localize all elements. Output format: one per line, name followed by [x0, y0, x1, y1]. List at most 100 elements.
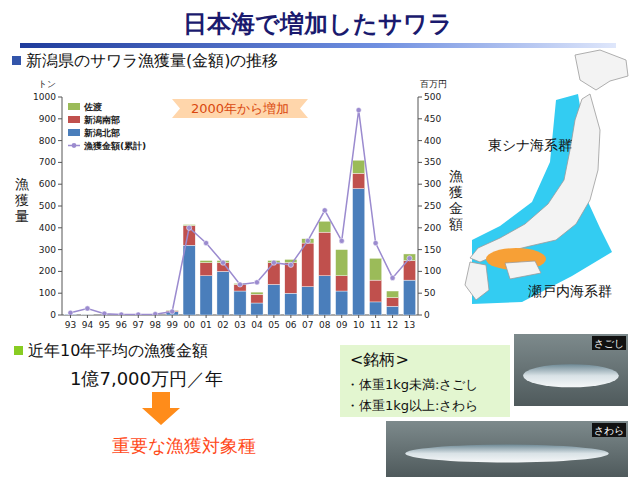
y-tick — [58, 140, 62, 141]
land — [465, 262, 489, 300]
bar — [217, 271, 229, 315]
bar — [81, 314, 93, 315]
y2-tick-label: 450 — [424, 114, 441, 124]
line-marker — [187, 225, 192, 230]
y2-tick-label: 150 — [424, 245, 441, 255]
slide-title: 日本海で増加したサワラ — [183, 10, 453, 38]
map-label: 瀬戸内海系群 — [528, 283, 612, 299]
y-axis-title: 漁獲量 — [15, 176, 29, 224]
y-tick-label: 100 — [39, 288, 56, 298]
x-tick-label: 00 — [183, 320, 195, 330]
line-marker — [237, 282, 242, 287]
x-tick — [121, 315, 122, 318]
y2-tick-label: 250 — [424, 201, 441, 211]
brand-item: ・体重1kg以上:さわら — [346, 398, 478, 413]
land — [505, 261, 541, 279]
x-tick — [155, 315, 156, 318]
legend-label: 新潟南部 — [83, 115, 120, 125]
x-tick — [138, 315, 139, 318]
slide: 日本海で増加したサワラ新潟県のサワラ漁獲量(金額)の推移010020030040… — [0, 0, 636, 483]
line-marker — [271, 260, 276, 265]
y2-tick — [418, 293, 422, 294]
x-tick-label: 09 — [336, 320, 348, 330]
land — [575, 50, 628, 90]
x-tick-label: 08 — [319, 320, 331, 330]
line-marker — [153, 312, 158, 315]
y-tick — [58, 271, 62, 272]
x-tick — [70, 315, 71, 318]
legend-label: 新潟北部 — [83, 128, 120, 138]
x-tick — [341, 315, 342, 318]
y-tick-label: 400 — [39, 223, 56, 233]
summary-value: 1億7,000万円／年 — [70, 368, 223, 389]
x-tick-label: 95 — [99, 320, 110, 330]
annotation-banner — [172, 99, 308, 118]
x-tick-label: 96 — [116, 320, 128, 330]
bullet — [14, 346, 23, 355]
y-tick-label: 500 — [39, 201, 56, 211]
line-marker — [373, 240, 378, 245]
y2-tick-label: 100 — [424, 266, 441, 276]
y-tick-label: 200 — [39, 266, 56, 276]
bar — [336, 291, 348, 315]
line-marker — [322, 208, 327, 213]
line-marker — [254, 280, 259, 285]
x-tick-label: 05 — [268, 320, 279, 330]
y-tick-label: 900 — [39, 114, 56, 124]
land — [470, 94, 600, 262]
x-tick — [273, 315, 274, 318]
photo-label-bg — [592, 336, 626, 350]
y2-tick — [418, 118, 422, 119]
y-tick-label: 800 — [39, 136, 56, 146]
x-tick — [290, 315, 291, 318]
x-tick — [358, 315, 359, 318]
y-tick-label: 0 — [50, 310, 56, 320]
y2-tick-label: 200 — [424, 223, 441, 233]
legend-swatch — [72, 143, 77, 148]
x-tick-label: 13 — [404, 320, 415, 330]
bar — [370, 302, 382, 315]
photo-label: さごし — [594, 338, 624, 349]
bar — [234, 291, 246, 315]
x-tick — [172, 315, 173, 318]
y2-tick — [418, 97, 422, 98]
x-tick — [240, 315, 241, 318]
char: 獲 — [15, 192, 29, 208]
bar — [386, 298, 398, 307]
bar — [183, 245, 195, 315]
leader — [562, 140, 572, 146]
bar — [336, 250, 348, 276]
y2-tick — [418, 162, 422, 163]
photo-fish — [405, 445, 608, 463]
x-tick — [104, 315, 105, 318]
legend-swatch — [68, 129, 80, 136]
photo — [386, 421, 628, 477]
bar — [319, 232, 331, 276]
bar — [200, 261, 212, 263]
x-tick-label: 99 — [166, 320, 178, 330]
y2-tick — [418, 184, 422, 185]
line — [70, 110, 409, 314]
bar — [370, 280, 382, 302]
line-marker — [339, 238, 344, 243]
legend-swatch — [68, 103, 80, 110]
annotation: 2000年から増加 — [191, 101, 289, 116]
char: 漁 — [15, 176, 29, 192]
photo-label-bg — [592, 423, 626, 437]
y2-tick — [418, 315, 422, 316]
y-tick-label: 700 — [39, 157, 56, 167]
y2-tick — [418, 271, 422, 272]
line-marker — [136, 312, 141, 315]
y-tick — [58, 184, 62, 185]
x-tick-label: 97 — [133, 320, 144, 330]
bar — [251, 292, 263, 294]
x-tick-label: 06 — [285, 320, 297, 330]
map-label: 東シナ海系群 — [488, 137, 572, 153]
y-tick — [58, 293, 62, 294]
bar — [386, 306, 398, 315]
x-tick — [206, 315, 207, 318]
bar — [403, 280, 415, 315]
photo-fish — [523, 364, 619, 387]
y-tick-label: 1000 — [33, 92, 56, 102]
x-tick — [375, 315, 376, 318]
